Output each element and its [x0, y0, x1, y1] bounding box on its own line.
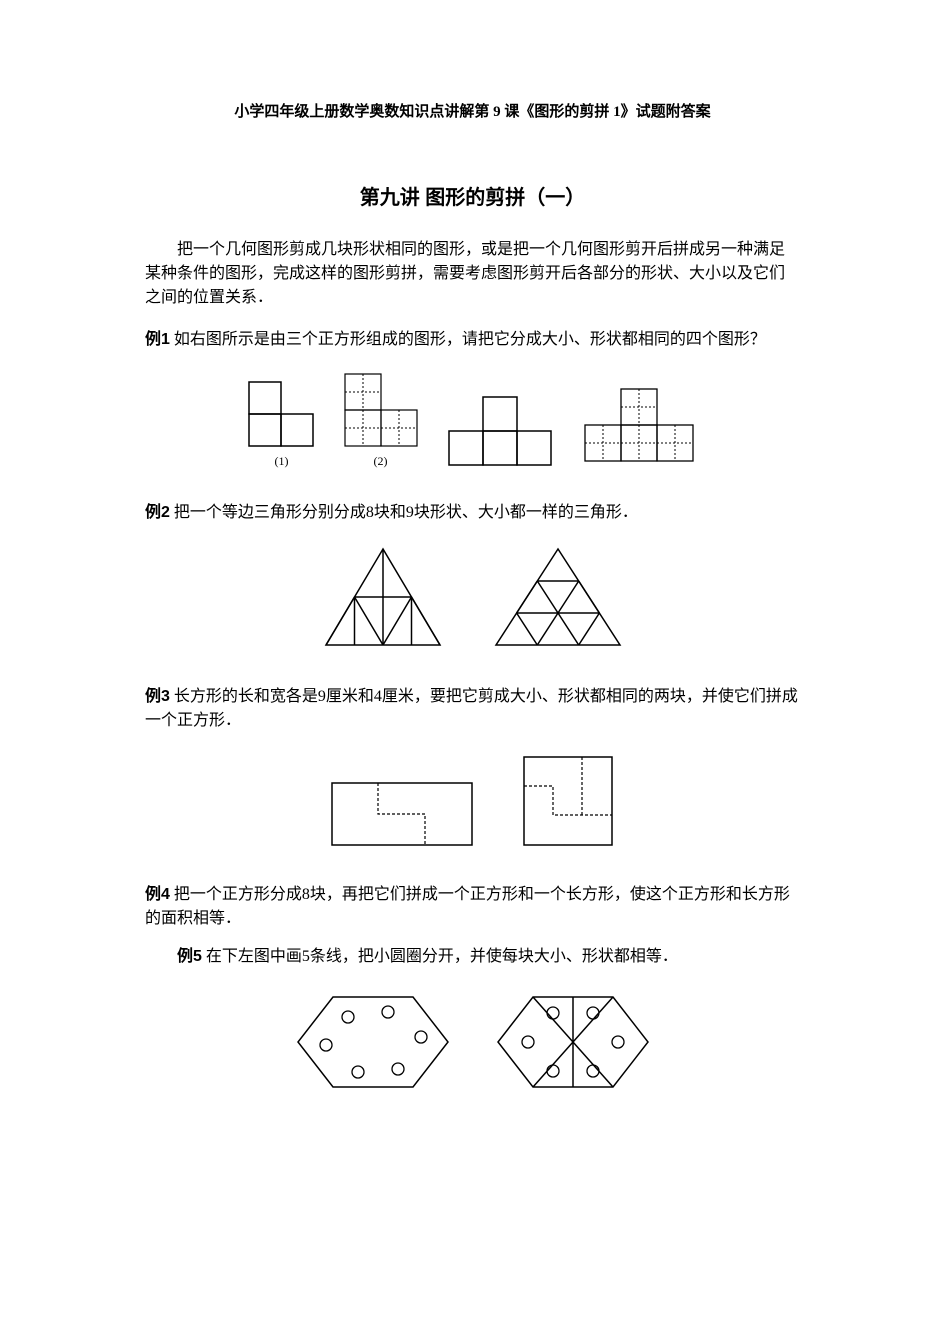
doc-title: 小学四年级上册数学奥数知识点讲解第 9 课《图形的剪拼 1》试题附答案 — [145, 100, 800, 121]
example-3: 例3 长方形的长和宽各是9厘米和4厘米，要把它剪成大小、形状都相同的两块，并使它… — [145, 685, 800, 733]
ex3-label: 例3 — [145, 688, 170, 705]
ex2-label: 例2 — [145, 504, 170, 521]
example-2: 例2 把一个等边三角形分别分成8块和9块形状、大小都一样的三角形． — [145, 501, 800, 525]
ex2-fig2 — [488, 543, 628, 653]
ex1-cap2: (2) — [341, 454, 421, 469]
ex5-fig2 — [493, 987, 653, 1097]
ex1-text: 如右图所示是由三个正方形组成的图形，请把它分成大小、形状都相同的四个图形？ — [170, 331, 766, 348]
ex2-text: 把一个等边三角形分别分成8块和9块形状、大小都一样的三角形． — [170, 504, 638, 521]
ex5-fig1 — [293, 987, 453, 1097]
ex2-figures — [145, 543, 800, 653]
ex1-cap1: (1) — [247, 454, 317, 469]
ex1-fig3 — [445, 394, 555, 469]
ex1-label: 例1 — [145, 331, 170, 348]
intro-text: 把一个几何图形剪成几块形状相同的图形，或是把一个几何图形剪开后拼成另一种满足某种… — [145, 238, 800, 310]
ex5-figures — [145, 987, 800, 1097]
ex1-fig2 — [341, 370, 421, 450]
ex3-text: 长方形的长和宽各是9厘米和4厘米，要把它剪成大小、形状都相同的两块，并使它们拼成… — [145, 688, 798, 729]
ex1-fig4 — [579, 387, 699, 469]
ex4-text: 把一个正方形分成8块，再把它们拼成一个正方形和一个长方形，使这个正方形和长方形的… — [145, 886, 790, 927]
ex4-label: 例4 — [145, 886, 170, 903]
section-title: 第九讲 图形的剪拼（一） — [145, 181, 800, 210]
example-1: 例1 如右图所示是由三个正方形组成的图形，请把它分成大小、形状都相同的四个图形？ — [145, 328, 800, 352]
ex5-label: 例5 — [177, 948, 202, 965]
ex3-fig2 — [518, 751, 618, 851]
ex3-figures — [145, 751, 800, 851]
ex5-text: 在下左图中画5条线，把小圆圈分开，并使每块大小、形状都相等． — [202, 948, 678, 965]
ex1-fig1 — [247, 380, 317, 450]
ex2-fig1 — [318, 543, 448, 653]
ex3-fig1 — [328, 779, 478, 851]
example-5: 例5 在下左图中画5条线，把小圆圈分开，并使每块大小、形状都相等． — [145, 945, 800, 969]
ex1-figures: (1) — [145, 370, 800, 469]
example-4: 例4 把一个正方形分成8块，再把它们拼成一个正方形和一个长方形，使这个正方形和长… — [145, 883, 800, 931]
